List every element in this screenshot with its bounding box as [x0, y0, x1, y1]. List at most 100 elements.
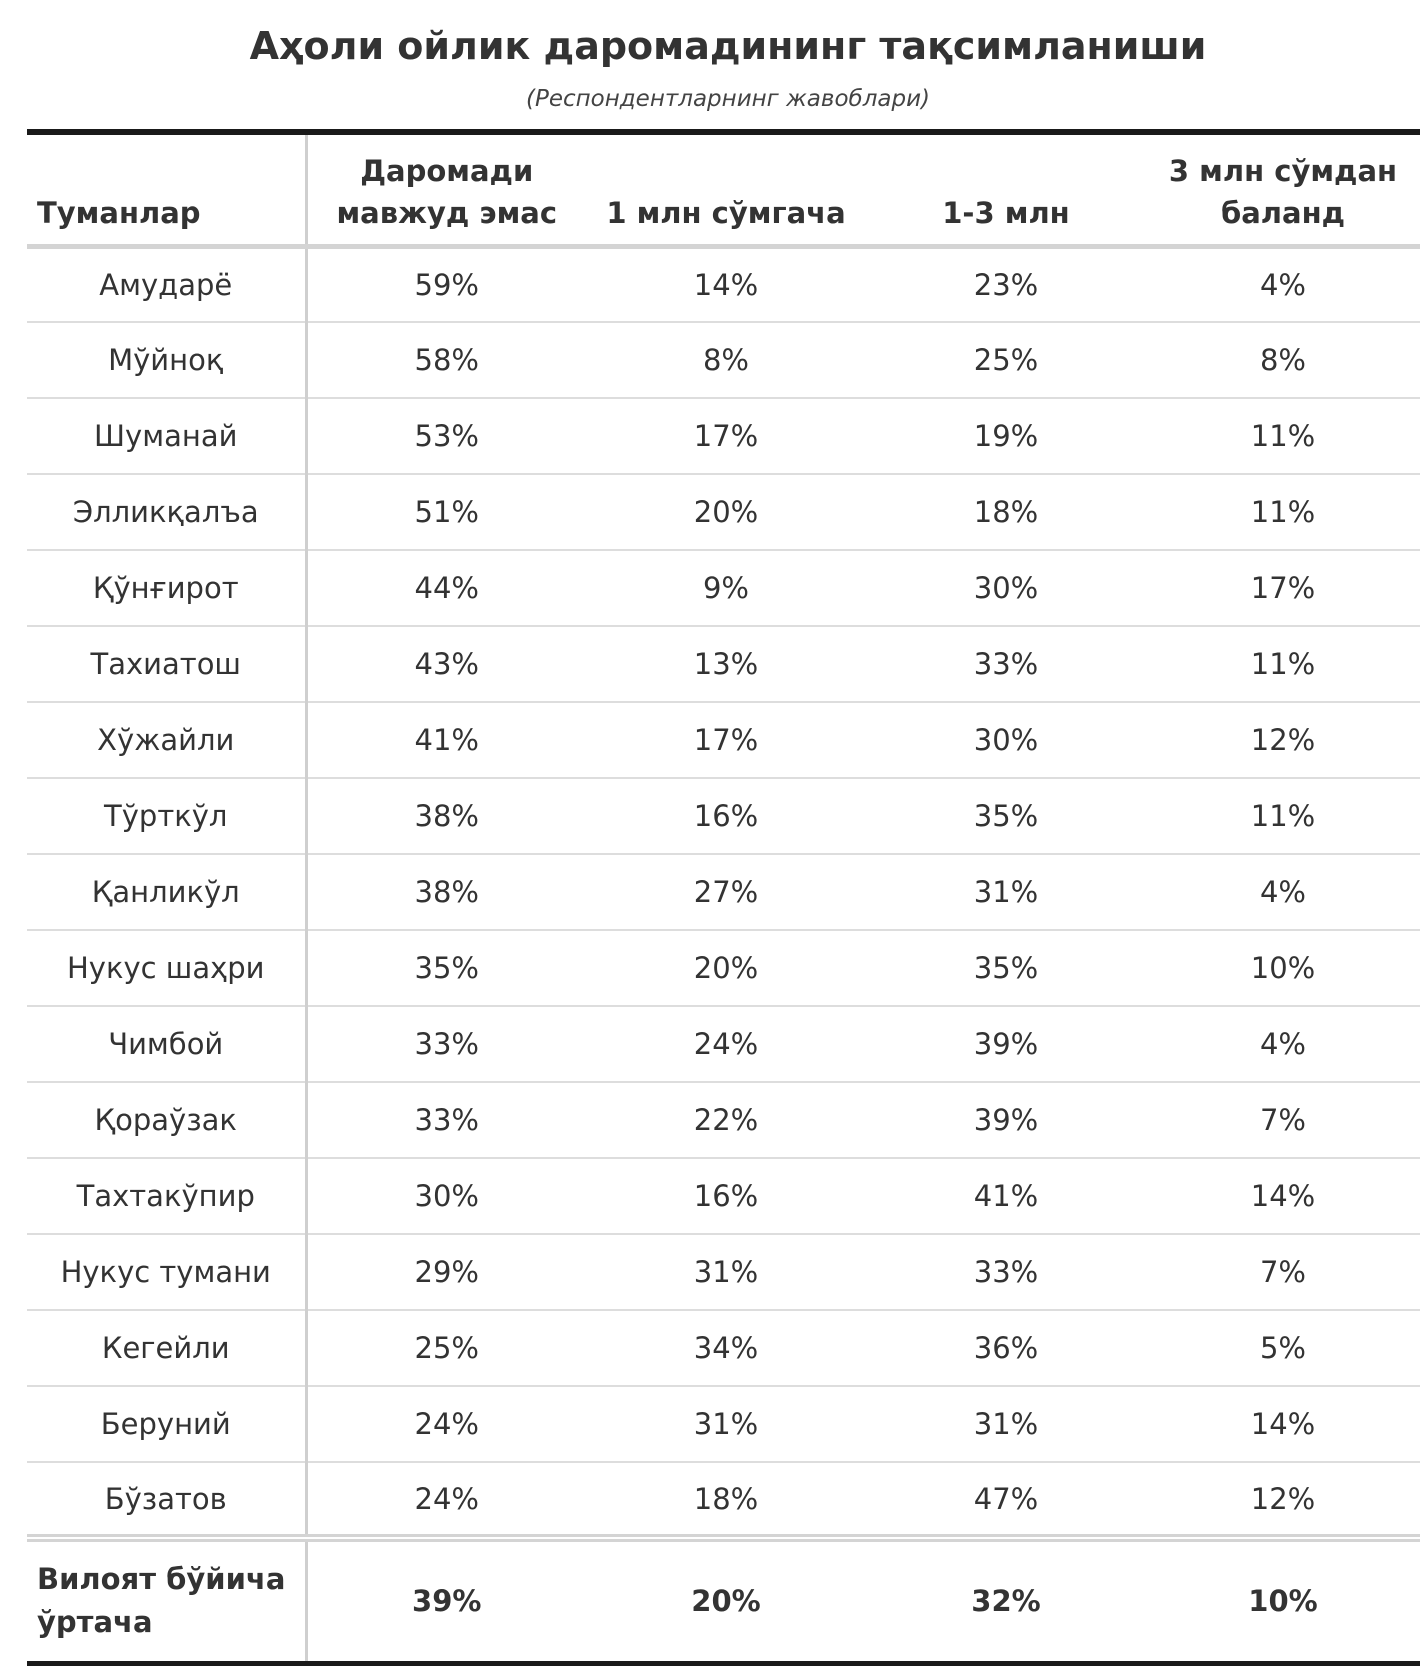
table-row: Элликқалъа 51% 20% 18% 11%	[27, 474, 1420, 551]
percent-cell: 7%	[1146, 1082, 1420, 1159]
percent-cell: 41%	[306, 702, 586, 779]
district-name-cell: Амударё	[27, 246, 308, 323]
percent-cell: 11%	[1146, 474, 1420, 551]
percent-cell: 12%	[1146, 702, 1420, 779]
district-name-cell: Тўрткўл	[27, 778, 308, 855]
percent-cell: 25%	[866, 322, 1146, 399]
percent-cell: 31%	[586, 1234, 866, 1311]
income-table: Туманлар Даромади мавжуд эмас 1 млн сўмг…	[27, 129, 1420, 1666]
table-row: Нукус шаҳри 35% 20% 35% 10%	[27, 930, 1420, 1007]
district-name-cell: Элликқалъа	[27, 474, 308, 551]
percent-cell: 43%	[306, 626, 586, 703]
percent-cell: 14%	[586, 246, 866, 323]
percent-cell: 4%	[1146, 854, 1420, 931]
percent-cell: 33%	[306, 1082, 586, 1159]
percent-cell: 24%	[586, 1006, 866, 1083]
percent-cell: 22%	[586, 1082, 866, 1159]
percent-cell: 14%	[1146, 1158, 1420, 1235]
district-name-cell: Тахиатош	[27, 626, 308, 703]
district-name-cell: Хўжайли	[27, 702, 308, 779]
percent-cell: 31%	[866, 854, 1146, 931]
table-row: Тахиатош 43% 13% 33% 11%	[27, 626, 1420, 703]
total-percent-cell: 32%	[866, 1538, 1146, 1666]
percent-cell: 10%	[1146, 930, 1420, 1007]
percent-cell: 7%	[1146, 1234, 1420, 1311]
percent-cell: 51%	[306, 474, 586, 551]
percent-cell: 11%	[1146, 626, 1420, 703]
percent-cell: 30%	[306, 1158, 586, 1235]
table-row: Кегейли 25% 34% 36% 5%	[27, 1310, 1420, 1387]
column-header: Туманлар	[27, 132, 308, 249]
table-row: Беруний 24% 31% 31% 14%	[27, 1386, 1420, 1463]
percent-cell: 25%	[306, 1310, 586, 1387]
percent-cell: 31%	[866, 1386, 1146, 1463]
district-name-cell: Бўзатов	[27, 1462, 308, 1542]
percent-cell: 12%	[1146, 1462, 1420, 1542]
district-name-cell: Мўйноқ	[27, 322, 308, 399]
district-name-cell: Беруний	[27, 1386, 308, 1463]
percent-cell: 24%	[306, 1386, 586, 1463]
percent-cell: 14%	[1146, 1386, 1420, 1463]
table-row: Бўзатов 24% 18% 47% 12%	[27, 1462, 1420, 1542]
percent-cell: 31%	[586, 1386, 866, 1463]
percent-cell: 20%	[586, 474, 866, 551]
table-row: Қўнғирот 44% 9% 30% 17%	[27, 550, 1420, 627]
table-row: Мўйноқ 58% 8% 25% 8%	[27, 322, 1420, 399]
district-name-cell: Тахтакўпир	[27, 1158, 308, 1235]
percent-cell: 33%	[306, 1006, 586, 1083]
column-header: 3 млн сўмдан баланд	[1146, 132, 1420, 249]
percent-cell: 35%	[306, 930, 586, 1007]
table-row: Тўрткўл 38% 16% 35% 11%	[27, 778, 1420, 855]
column-header: Даромади мавжуд эмас	[306, 132, 586, 249]
page-title: Аҳоли ойлик даромадининг тақсимланиши	[249, 24, 1207, 68]
district-name-cell: Нукус тумани	[27, 1234, 308, 1311]
percent-cell: 41%	[866, 1158, 1146, 1235]
table-row: Чимбой 33% 24% 39% 4%	[27, 1006, 1420, 1083]
table-row: Тахтакўпир 30% 16% 41% 14%	[27, 1158, 1420, 1235]
total-label-cell: Вилоят бўйича ўртача	[27, 1538, 308, 1666]
table-row: Қораўзак 33% 22% 39% 7%	[27, 1082, 1420, 1159]
percent-cell: 9%	[586, 550, 866, 627]
percent-cell: 24%	[306, 1462, 586, 1542]
table-row: Шуманай 53% 17% 19% 11%	[27, 398, 1420, 475]
district-name-cell: Қўнғирот	[27, 550, 308, 627]
percent-cell: 36%	[866, 1310, 1146, 1387]
district-name-cell: Шуманай	[27, 398, 308, 475]
percent-cell: 33%	[866, 1234, 1146, 1311]
percent-cell: 34%	[586, 1310, 866, 1387]
percent-cell: 4%	[1146, 1006, 1420, 1083]
total-percent-cell: 39%	[306, 1538, 586, 1666]
percent-cell: 13%	[586, 626, 866, 703]
percent-cell: 44%	[306, 550, 586, 627]
district-name-cell: Кегейли	[27, 1310, 308, 1387]
percent-cell: 19%	[866, 398, 1146, 475]
table-row: Нукус тумани 29% 31% 33% 7%	[27, 1234, 1420, 1311]
district-name-cell: Нукус шаҳри	[27, 930, 308, 1007]
percent-cell: 16%	[586, 1158, 866, 1235]
percent-cell: 8%	[586, 322, 866, 399]
percent-cell: 30%	[866, 702, 1146, 779]
column-header: 1-3 млн	[866, 132, 1146, 249]
percent-cell: 5%	[1146, 1310, 1420, 1387]
percent-cell: 38%	[306, 778, 586, 855]
percent-cell: 17%	[1146, 550, 1420, 627]
percent-cell: 27%	[586, 854, 866, 931]
percent-cell: 11%	[1146, 778, 1420, 855]
percent-cell: 18%	[586, 1462, 866, 1542]
district-name-cell: Чимбой	[27, 1006, 308, 1083]
table-body: Амударё 59% 14% 23% 4% Мўйноқ 58% 8% 25% 8% Шумана…	[27, 246, 1420, 1666]
percent-cell: 58%	[306, 322, 586, 399]
percent-cell: 16%	[586, 778, 866, 855]
total-percent-cell: 20%	[586, 1538, 866, 1666]
percent-cell: 17%	[586, 702, 866, 779]
district-name-cell: Қораўзак	[27, 1082, 308, 1159]
table-row: Қанликўл 38% 27% 31% 4%	[27, 854, 1420, 931]
percent-cell: 18%	[866, 474, 1146, 551]
percent-cell: 20%	[586, 930, 866, 1007]
percent-cell: 8%	[1146, 322, 1420, 399]
total-row: Вилоят бўйича ўртача 39% 20% 32% 10%	[27, 1538, 1420, 1666]
percent-cell: 39%	[866, 1006, 1146, 1083]
percent-cell: 47%	[866, 1462, 1146, 1542]
percent-cell: 53%	[306, 398, 586, 475]
total-percent-cell: 10%	[1146, 1538, 1420, 1666]
